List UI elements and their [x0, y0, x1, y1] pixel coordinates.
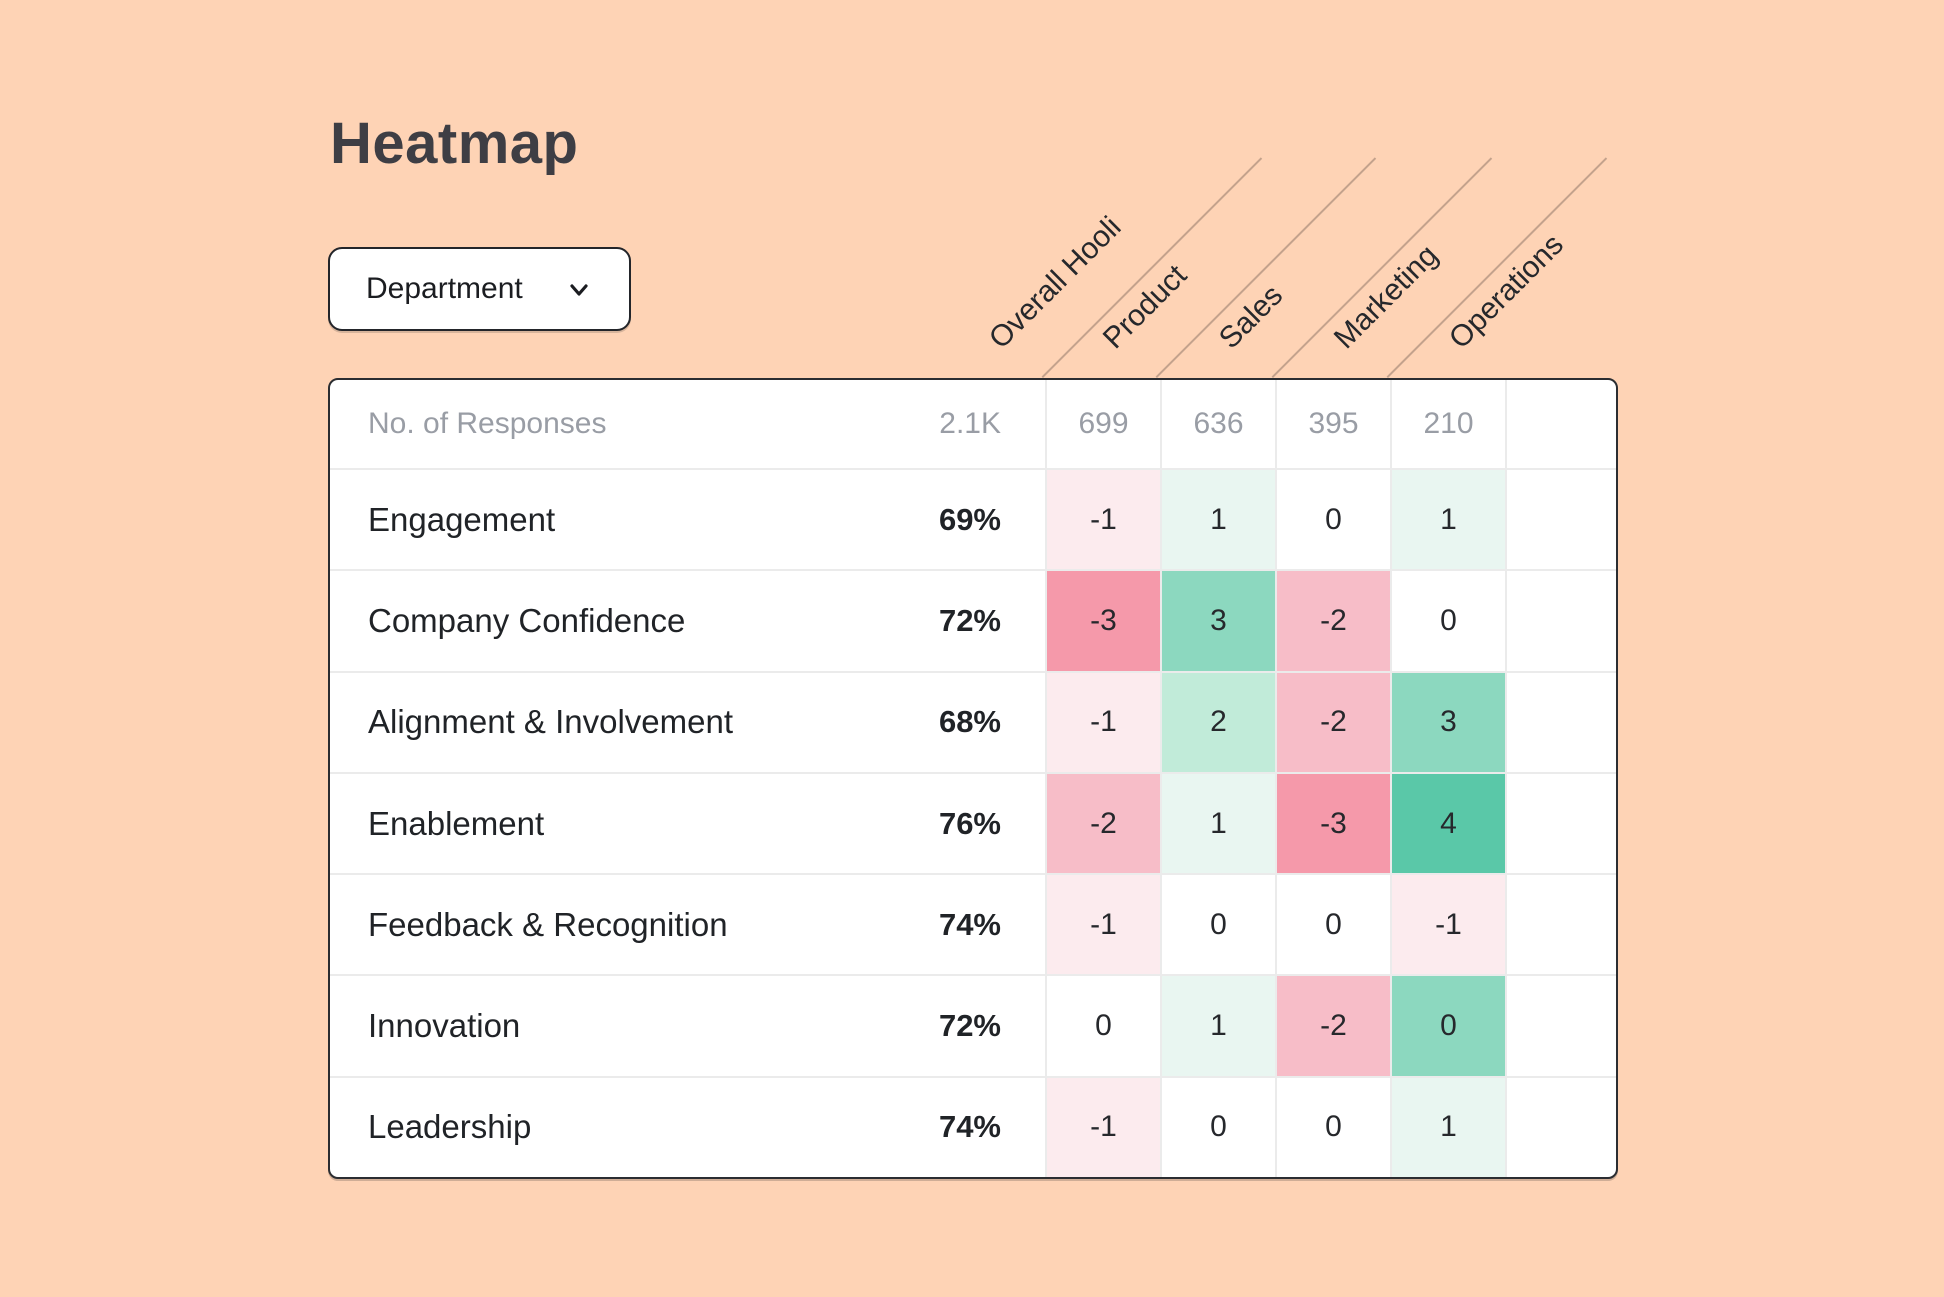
- table-row-innovation: Innovation 72% 0 1 -2 0: [330, 974, 1616, 1076]
- spacer-cell: [1505, 380, 1616, 468]
- table-row-feedback-recognition: Feedback & Recognition 74% -1 0 0 -1: [330, 873, 1616, 975]
- heatmap-cell[interactable]: 0: [1390, 976, 1505, 1076]
- heatmap-cell[interactable]: -1: [1390, 875, 1505, 975]
- heatmap-cell[interactable]: 1: [1160, 773, 1275, 874]
- heatmap-cell[interactable]: 1: [1390, 470, 1505, 570]
- heatmap-cell[interactable]: 1: [1160, 976, 1275, 1076]
- table-row-company-confidence: Company Confidence 72% -3 3 -2 0: [330, 569, 1616, 671]
- heatmap-cell[interactable]: -1: [1045, 1077, 1160, 1177]
- column-header-marketing: Marketing: [1327, 238, 1445, 356]
- column-header-operations: Operations: [1442, 228, 1570, 356]
- responses-row: No. of Responses 2.1K 699 636 395 210: [330, 380, 1616, 468]
- spacer-cell: [1505, 773, 1616, 874]
- spacer-cell: [1505, 875, 1616, 975]
- heatmap-cell[interactable]: -1: [1045, 470, 1160, 570]
- overall-score: 74%: [938, 1109, 1001, 1145]
- heatmap-cell[interactable]: -1: [1045, 672, 1160, 772]
- page-title: Heatmap: [330, 111, 579, 176]
- table-row-alignment-involvement: Alignment & Involvement 68% -1 2 -2 3: [330, 670, 1616, 772]
- category-label: Alignment & Involvement: [368, 703, 734, 741]
- heatmap-cell[interactable]: 0: [1390, 571, 1505, 671]
- heatmap-cell[interactable]: 1: [1390, 1077, 1505, 1177]
- overall-score: 72%: [938, 602, 1001, 638]
- heatmap-cell[interactable]: -3: [1275, 773, 1390, 874]
- heatmap-cell[interactable]: -2: [1275, 672, 1390, 772]
- heatmap-cell[interactable]: 0: [1160, 875, 1275, 975]
- spacer-cell: [1505, 470, 1616, 570]
- responses-overall: 2.1K: [939, 407, 1001, 440]
- overall-score: 76%: [938, 805, 1001, 841]
- category-label: Company Confidence: [368, 601, 686, 639]
- responses-count: 699: [1045, 380, 1160, 468]
- column-header-sales: Sales: [1212, 278, 1290, 356]
- spacer-cell: [1505, 976, 1616, 1076]
- category-label: Innovation: [368, 1007, 521, 1045]
- heatmap-cell[interactable]: -3: [1045, 571, 1160, 671]
- department-dropdown-label: Department: [366, 272, 523, 305]
- heatmap-cell[interactable]: 3: [1160, 571, 1275, 671]
- heatmap-cell[interactable]: -2: [1045, 773, 1160, 874]
- spacer-cell: [1505, 571, 1616, 671]
- table-row-leadership: Leadership 74% -1 0 0 1: [330, 1075, 1616, 1177]
- spacer-cell: [1505, 1077, 1616, 1177]
- category-label: Engagement: [368, 500, 556, 538]
- heatmap-cell[interactable]: 3: [1390, 672, 1505, 772]
- responses-count: 636: [1160, 380, 1275, 468]
- category-label: Enablement: [368, 804, 545, 842]
- responses-label: No. of Responses: [368, 407, 607, 440]
- table-row-enablement: Enablement 76% -2 1 -3 4: [330, 771, 1616, 874]
- responses-count: 210: [1390, 380, 1505, 468]
- heatmap-cell[interactable]: 4: [1390, 773, 1505, 874]
- heatmap-cell[interactable]: 1: [1160, 470, 1275, 570]
- overall-score: 74%: [938, 906, 1001, 942]
- department-dropdown[interactable]: Department: [328, 247, 631, 331]
- heatmap-cell[interactable]: 2: [1160, 672, 1275, 772]
- heatmap-cell[interactable]: -2: [1275, 976, 1390, 1076]
- heatmap-cell[interactable]: 0: [1275, 1077, 1390, 1177]
- table-row-engagement: Engagement 69% -1 1 0 1: [330, 468, 1616, 570]
- overall-score: 72%: [938, 1008, 1001, 1044]
- overall-score: 69%: [938, 501, 1001, 537]
- spacer-cell: [1505, 672, 1616, 772]
- category-label: Leadership: [368, 1108, 532, 1146]
- heatmap-cell[interactable]: 0: [1045, 976, 1160, 1076]
- category-label: Feedback & Recognition: [368, 905, 728, 943]
- heatmap-cell[interactable]: 0: [1275, 470, 1390, 570]
- heatmap-cell[interactable]: -1: [1045, 875, 1160, 975]
- chevron-down-icon: [570, 284, 588, 296]
- heatmap-card: No. of Responses 2.1K 699 636 395 210 En…: [328, 378, 1618, 1179]
- heatmap-cell[interactable]: -2: [1275, 571, 1390, 671]
- overall-score: 68%: [938, 704, 1001, 740]
- heatmap-cell[interactable]: 0: [1160, 1077, 1275, 1177]
- responses-count: 395: [1275, 380, 1390, 468]
- heatmap-cell[interactable]: 0: [1275, 875, 1390, 975]
